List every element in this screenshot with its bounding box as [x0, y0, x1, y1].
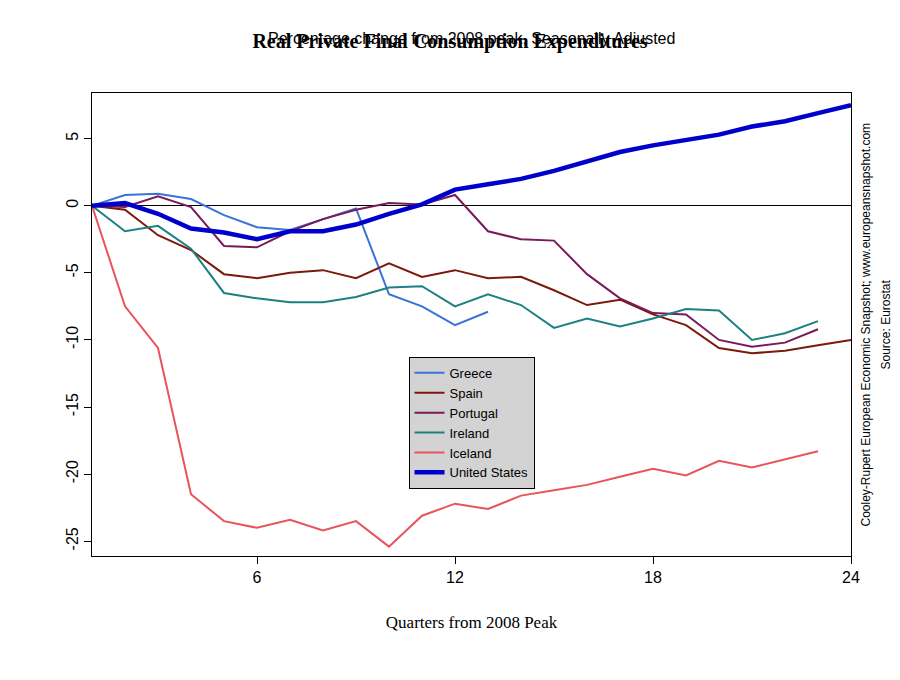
svg-text:Ireland: Ireland	[450, 426, 490, 441]
svg-text:24: 24	[842, 569, 860, 586]
svg-text:0: 0	[64, 199, 81, 208]
svg-text:-20: -20	[64, 460, 81, 483]
svg-text:Spain: Spain	[450, 386, 483, 401]
svg-text:Quarters from 2008 Peak: Quarters from 2008 Peak	[386, 613, 558, 632]
svg-text:Portugal: Portugal	[450, 406, 499, 421]
svg-text:Greece: Greece	[450, 366, 493, 381]
svg-text:United States: United States	[450, 465, 529, 480]
svg-text:12: 12	[446, 569, 464, 586]
svg-text:-10: -10	[64, 326, 81, 349]
svg-text:-15: -15	[64, 393, 81, 416]
svg-text:5: 5	[64, 132, 81, 141]
svg-text:18: 18	[644, 569, 662, 586]
svg-text:Iceland: Iceland	[450, 446, 492, 461]
svg-text:Cooley-Rupert European Economi: Cooley-Rupert European Economic Snapshot…	[859, 123, 873, 527]
svg-text:-5: -5	[64, 263, 81, 277]
svg-text:-25: -25	[64, 527, 81, 550]
svg-text:Real Private Final Consumption: Real Private Final Consumption Expenditu…	[252, 30, 647, 53]
svg-text:Percentage change from 2008 pe: Percentage change from 2008 peak, Season…	[268, 30, 675, 47]
svg-text:Source: Eurostat: Source: Eurostat	[879, 279, 893, 369]
svg-text:6: 6	[253, 569, 262, 586]
